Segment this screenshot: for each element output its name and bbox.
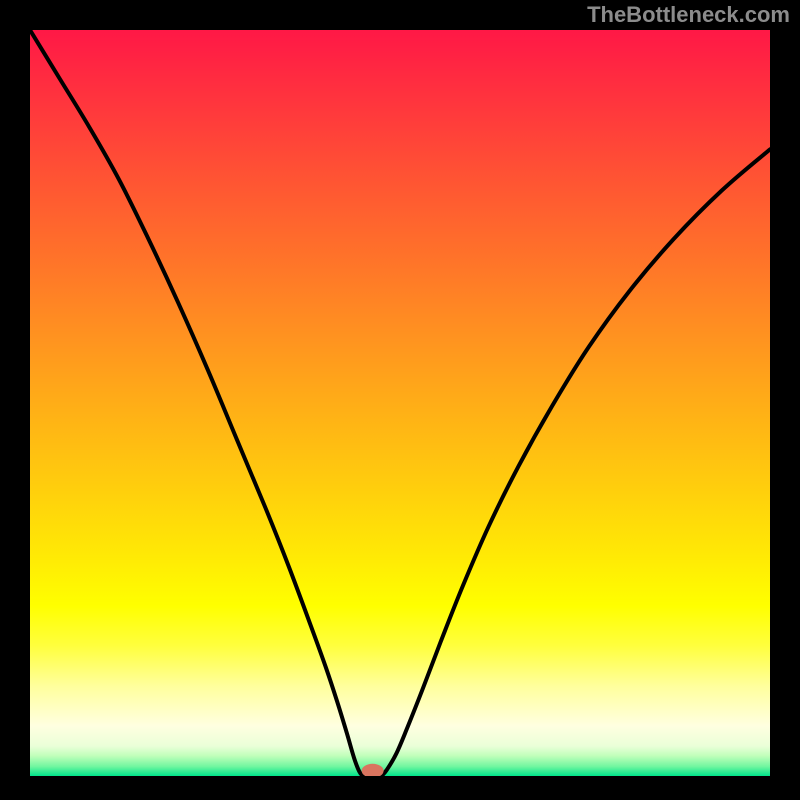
plot-background	[30, 30, 770, 776]
bottleneck-chart	[30, 30, 770, 776]
chart-frame: TheBottleneck.com	[0, 0, 800, 800]
watermark-text: TheBottleneck.com	[587, 2, 790, 28]
